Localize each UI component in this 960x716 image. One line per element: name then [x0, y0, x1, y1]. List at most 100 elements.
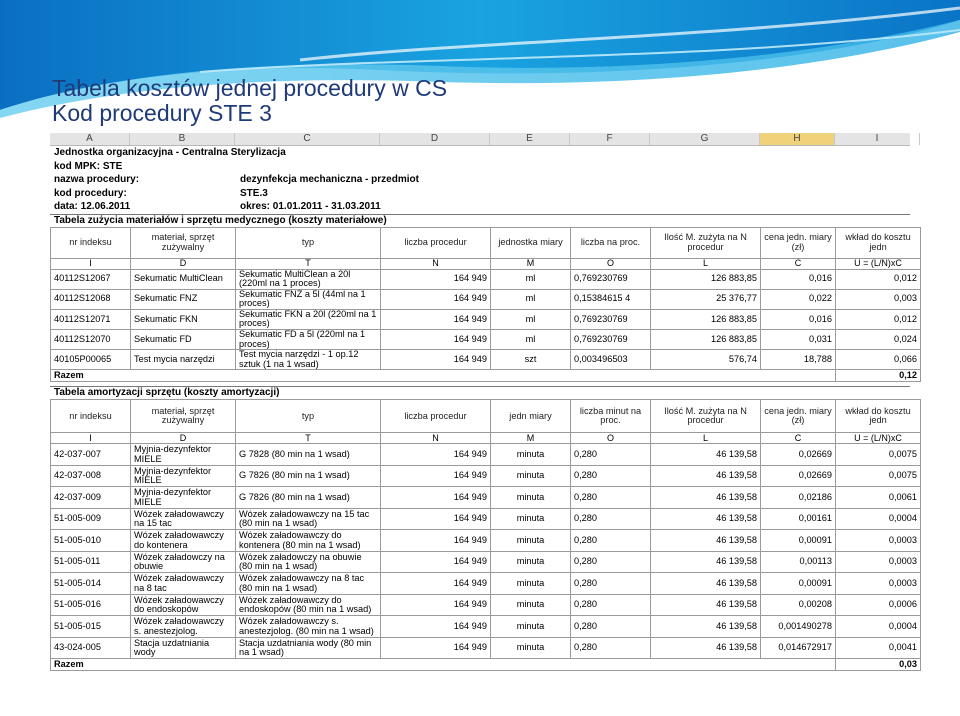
table-cell: 0,00113	[760, 550, 836, 574]
header-cell: Ilość M. zużyta na N procedur	[650, 399, 761, 434]
table-row: 51-005-010 Wózek załadowawczy do kontener…	[50, 529, 921, 552]
table-cell: 46 139,58	[650, 593, 761, 617]
header-cell: jednostka miary	[490, 226, 571, 259]
table-cell: 51-005-015	[50, 615, 131, 638]
header-cell: liczba na proc.	[570, 226, 651, 259]
org-unit: Jednostka organizacyjna - Centralna Ster…	[54, 147, 286, 158]
table-cell: minuta	[490, 443, 571, 466]
table-cell: minuta	[490, 636, 571, 660]
table-cell: 0,066	[835, 349, 921, 371]
table-cell: Wózek załadowawczy s. anestezjolog. (80 …	[235, 615, 381, 638]
table-cell: ml	[490, 308, 571, 331]
table-cell: 0,0003	[835, 529, 921, 552]
code-cell: N	[380, 432, 491, 445]
table-cell: 51-005-009	[50, 507, 131, 531]
table-cell: 46 139,58	[650, 443, 761, 466]
column-header: I	[835, 133, 920, 145]
table-cell: 0,02186	[760, 486, 836, 509]
table-header-row: nr indeksu materiał, sprzęt zużywalny typ l…	[50, 226, 921, 259]
table-cell: 0,022	[760, 288, 836, 310]
header-cell: liczba minut na proc.	[570, 399, 651, 434]
column-header: E	[490, 133, 570, 145]
table-cell: 40105P00065	[50, 349, 131, 371]
column-headers: A B C D E F G H I	[50, 133, 920, 146]
table-cell: Test mycia narzędzi	[130, 349, 236, 371]
table-cell: 0,00208	[760, 593, 836, 617]
table-row: 40105P00065 Test mycia narzędzi Test mycia…	[50, 349, 921, 371]
table-cell: 46 139,58	[650, 572, 761, 595]
table-cell: ml	[490, 268, 571, 290]
table-cell: 51-005-016	[50, 593, 131, 617]
table-cell: 0,769230769	[570, 329, 651, 351]
table-row: 51-005-015 Wózek załadowawczy s. anestezj…	[50, 615, 921, 638]
header-cell: materiał, sprzęt zużywalny	[130, 399, 236, 434]
table-cell: Myjnia-dezynfektor MIELE	[130, 443, 236, 466]
table-cell: 164 949	[380, 636, 491, 660]
table-cell: 164 949	[380, 464, 491, 488]
table-row: 40112S12071 Sekumatic FKN Sekumatic FKN a …	[50, 308, 921, 331]
table-cell: 164 949	[380, 308, 491, 331]
table-cell: 46 139,58	[650, 464, 761, 488]
table-cell: 0,0003	[835, 550, 921, 574]
table-cell: minuta	[490, 486, 571, 509]
table-cell: G 7826 (80 min na 1 wsad)	[235, 464, 381, 488]
header-cell: Ilość M. zużyta na N procedur	[650, 226, 761, 259]
table-cell: 43-024-005	[50, 636, 131, 660]
table-cell: 164 949	[380, 550, 491, 574]
table-cell: 40112S12071	[50, 308, 131, 331]
table-cell: 51-005-014	[50, 572, 131, 595]
table-cell: 0,016	[760, 308, 836, 331]
code-cell: M	[490, 432, 571, 445]
materials-table: nr indeksu materiał, sprzęt zużywalny typ l…	[50, 226, 921, 383]
table-row: 40112S12068 Sekumatic FNZ Sekumatic FNZ a …	[50, 288, 921, 310]
slide-title-line-1: Tabela kosztów jednej procedury w CS	[52, 75, 448, 101]
table-cell: 126 883,85	[650, 308, 761, 331]
table-cell: Stacja uzdatniania wody	[130, 636, 236, 660]
table-cell: Sekumatic FD	[130, 329, 236, 351]
table-cell: 164 949	[380, 529, 491, 552]
table-cell: 46 139,58	[650, 486, 761, 509]
table-cell: 0,0006	[835, 593, 921, 617]
table-cell: 164 949	[380, 572, 491, 595]
table-cell: Test mycia narzędzi - 1 op.12 sztuk (1 n…	[235, 349, 381, 371]
table-row: 42-037-007 Myjnia-dezynfektor MIELE G 7828…	[50, 443, 921, 466]
table-cell: 0,001490278	[760, 615, 836, 638]
table-cell: 46 139,58	[650, 550, 761, 574]
table-cell: 0,15384615 4	[570, 288, 651, 310]
code-cell: O	[570, 432, 651, 445]
table-cell: minuta	[490, 615, 571, 638]
table-cell: 0,003	[835, 288, 921, 310]
column-header: B	[130, 133, 235, 145]
code-cell: U = (L/N)xC	[835, 257, 921, 270]
table-cell: 164 949	[380, 486, 491, 509]
table-cell: 0,014672917	[760, 636, 836, 660]
table-cell: 0,769230769	[570, 268, 651, 290]
table-cell: 0,769230769	[570, 308, 651, 331]
table-cell: 0,280	[570, 615, 651, 638]
table-cell: 0,012	[835, 268, 921, 290]
code-cell: C	[760, 432, 836, 445]
spreadsheet-image: A B C D E F G H I Jednostka organizacyjn…	[50, 133, 921, 695]
depreciation-table: nr indeksu materiał, sprzęt zużywalny typ l…	[50, 399, 921, 672]
header-cell: materiał, sprzęt zużywalny	[130, 226, 236, 259]
table-cell: Sekumatic FD a 5l (220ml na 1 proces)	[235, 329, 381, 351]
total-row: Razem 0,12	[50, 369, 921, 383]
header-cell: typ	[235, 399, 381, 434]
table-cell: 0,0003	[835, 572, 921, 595]
table-cell: 46 139,58	[650, 636, 761, 660]
table-row: 40112S12067 Sekumatic MultiClean Sekumatic…	[50, 268, 921, 290]
table-cell: Sekumatic FKN	[130, 308, 236, 331]
header-cell: cena jedn. miary (zł)	[760, 226, 836, 259]
table-cell: 164 949	[380, 288, 491, 310]
table-cell: 18,788	[760, 349, 836, 371]
table-cell: 126 883,85	[650, 329, 761, 351]
code-cell: U = (L/N)xC	[835, 432, 921, 445]
mpk-code: kod MPK: STE	[54, 160, 123, 172]
table-cell: Wózek załadowawczy na 8 tac	[130, 572, 236, 595]
table-cell: 164 949	[380, 593, 491, 617]
table-cell: 0,00091	[760, 572, 836, 595]
header-cell: liczba procedur	[380, 399, 491, 434]
procedure-code-value: STE.3	[240, 187, 268, 199]
table-cell: 40112S12067	[50, 268, 131, 290]
